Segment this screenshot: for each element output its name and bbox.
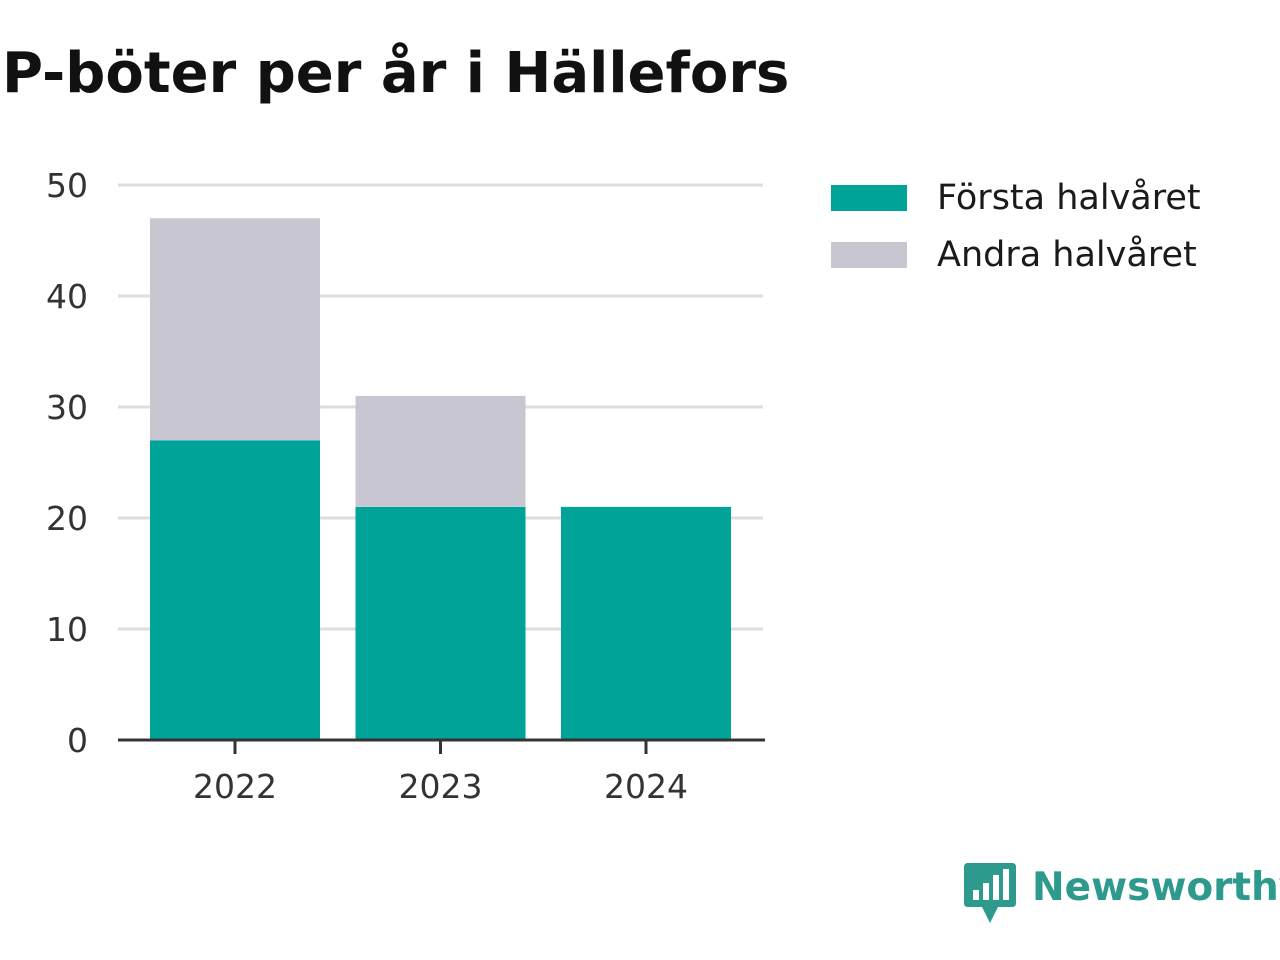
- y-tick-label: 10: [46, 610, 88, 649]
- bar-2023-series-1: [355, 506, 526, 740]
- bar-2024-series-1: [561, 506, 731, 740]
- chart-title: P-böter per år i Hällefors: [2, 41, 790, 106]
- x-tick-label: 2022: [193, 767, 277, 806]
- brand-name: Newsworthy: [1032, 865, 1280, 910]
- y-tick-label: 30: [46, 388, 88, 427]
- y-tick-label: 20: [46, 499, 88, 538]
- newsworthy-logo-icon: [964, 863, 1016, 923]
- y-tick-label: 50: [46, 166, 88, 205]
- bar-2022-series-2: [150, 218, 320, 441]
- x-tick-label: 2023: [399, 767, 483, 806]
- y-axis-tick-labels: 0 10 20 30 40 50: [46, 166, 88, 760]
- y-tick-label: 0: [67, 721, 88, 760]
- y-tick-label: 40: [46, 277, 88, 316]
- bar-2022-series-1: [150, 440, 320, 740]
- bar-2023-series-2: [355, 395, 526, 507]
- legend-swatch-andra-halvaret: [831, 242, 907, 268]
- legend-label-forsta-halvaret: Första halvåret: [937, 178, 1201, 218]
- bar-chart: 0 10 20 30 40 50 2022 2023 2024: [46, 166, 765, 806]
- legend-label-andra-halvaret: Andra halvåret: [937, 235, 1197, 275]
- x-axis: 2022 2023 2024: [118, 738, 765, 806]
- x-tick-label: 2024: [604, 767, 688, 806]
- bars: [150, 218, 731, 740]
- legend-swatch-forsta-halvaret: [831, 185, 907, 211]
